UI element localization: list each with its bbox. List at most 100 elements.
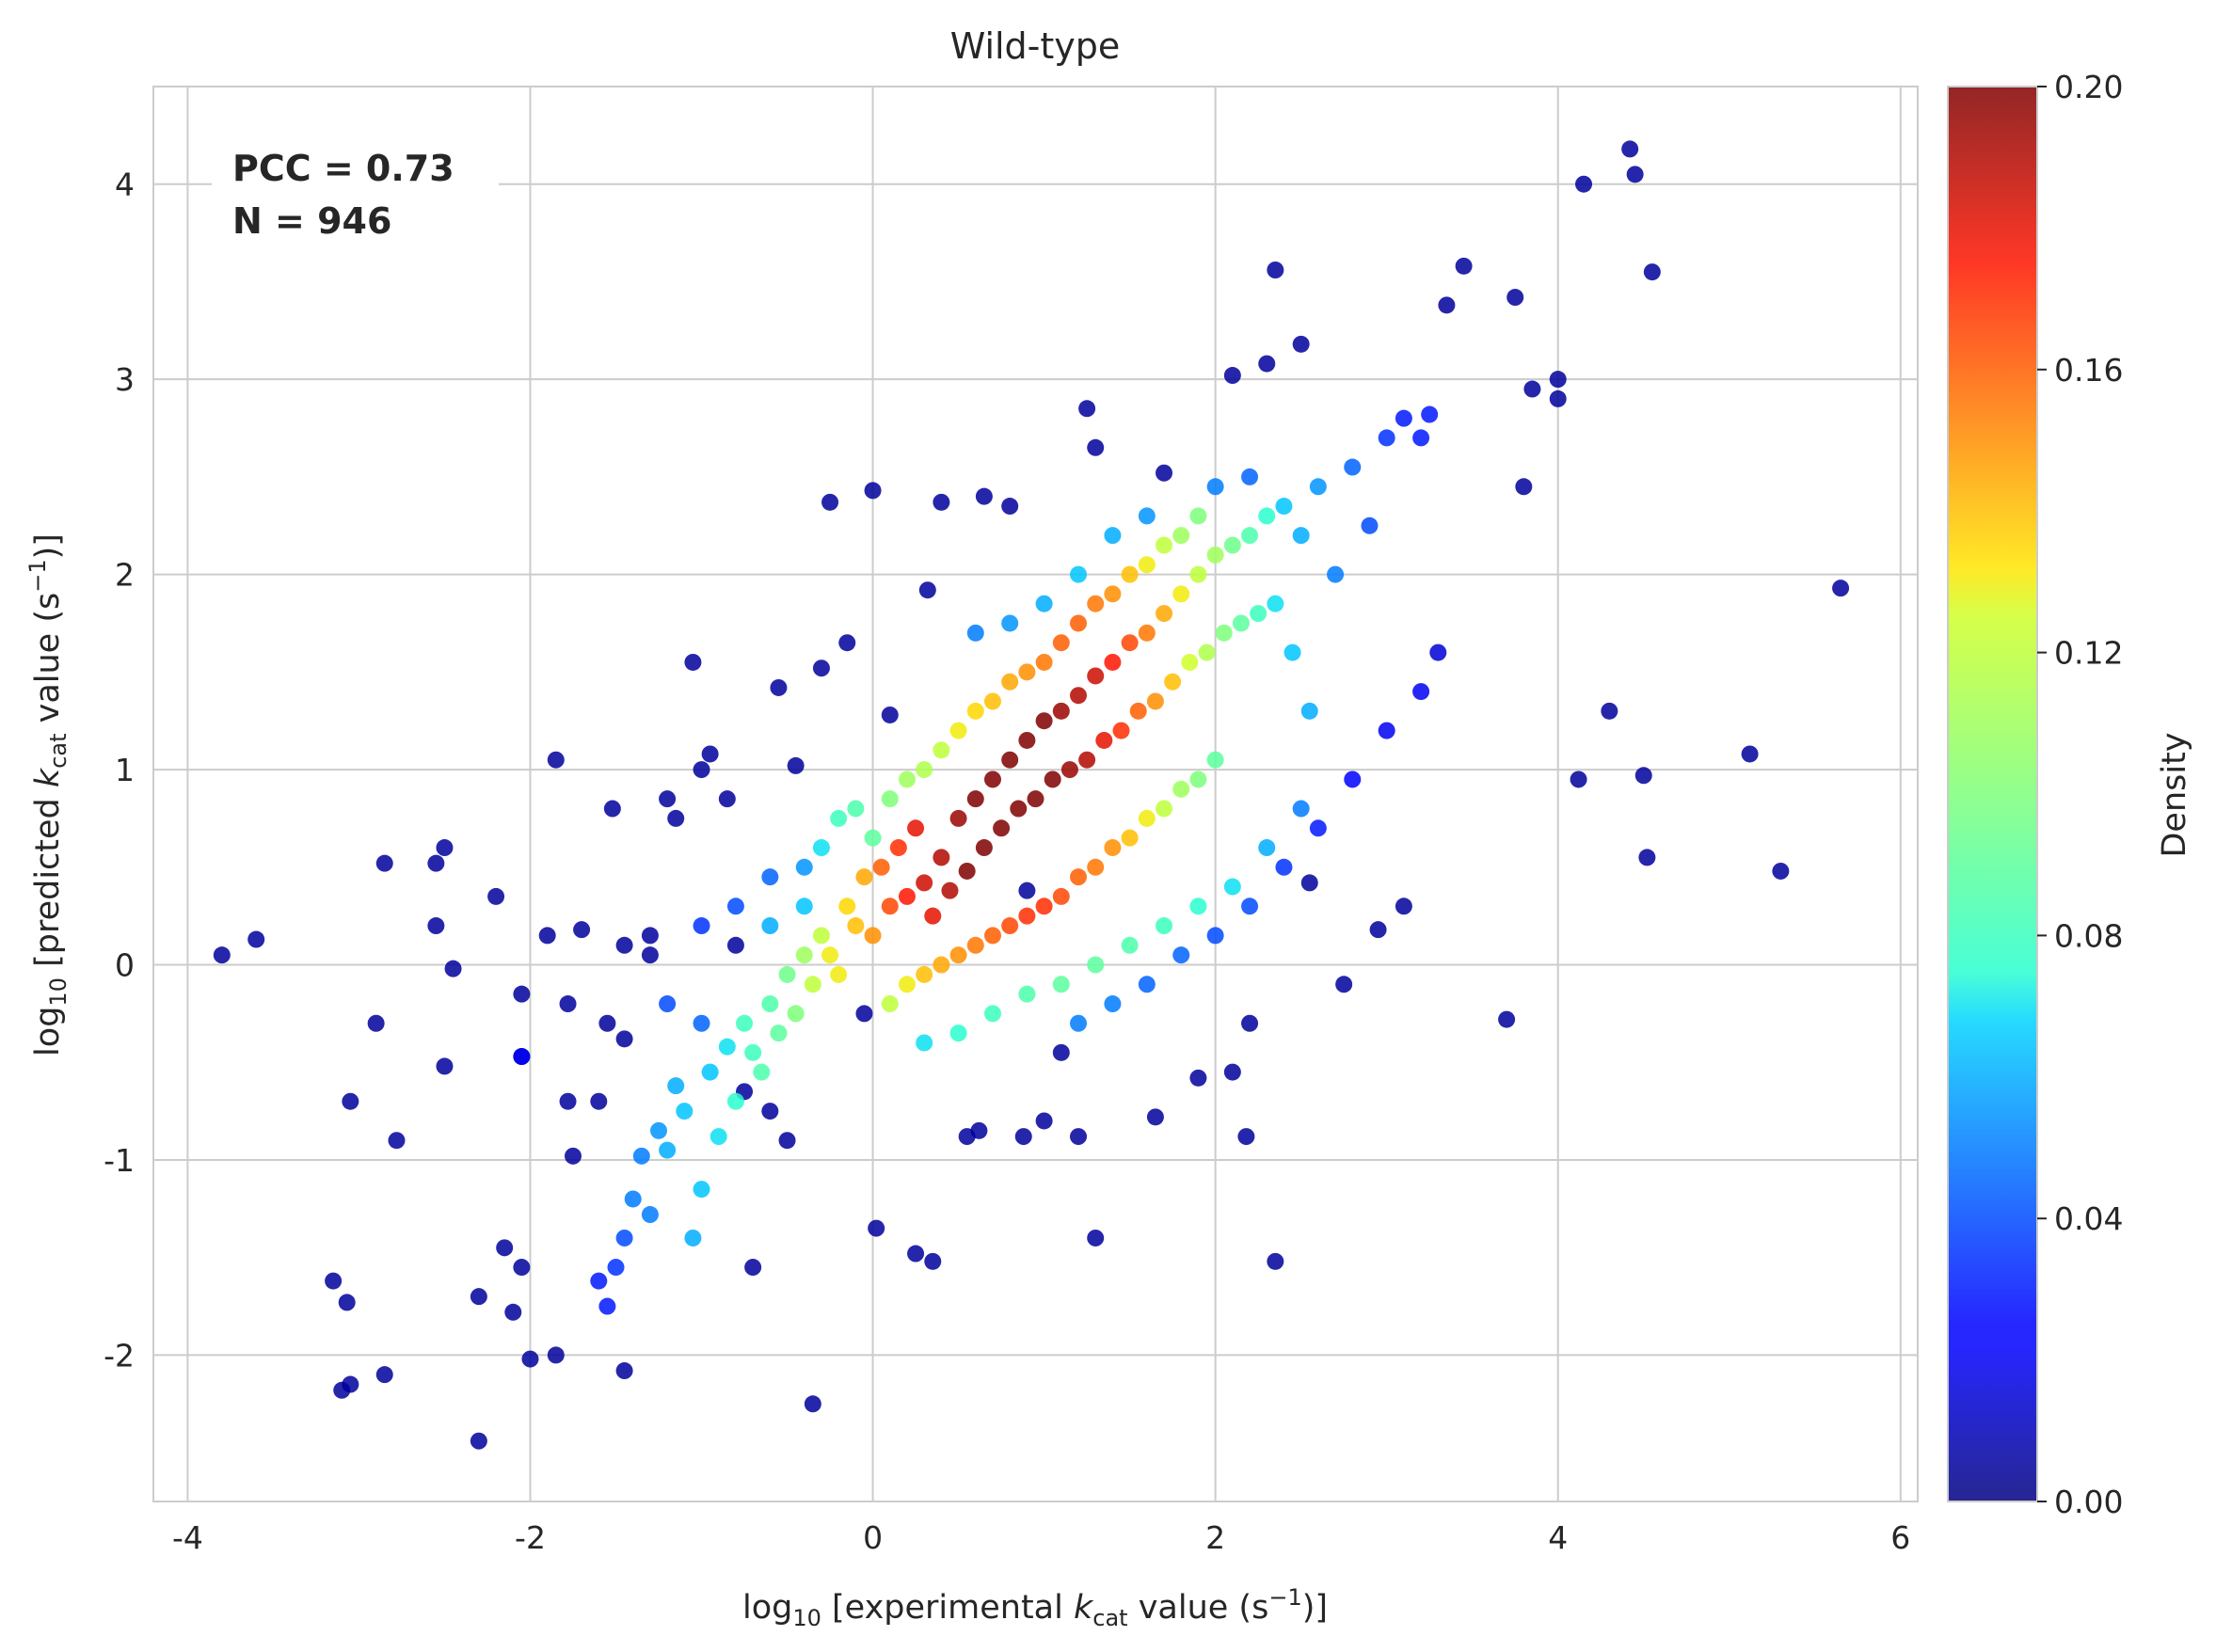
- data-point: [1104, 585, 1122, 603]
- data-point: [1156, 605, 1173, 623]
- data-point: [1044, 770, 1061, 788]
- data-point: [1395, 409, 1412, 427]
- data-point: [812, 927, 830, 945]
- data-point: [804, 976, 821, 993]
- colorbar-tick-label: 0.20: [2054, 69, 2123, 105]
- data-point: [881, 995, 899, 1013]
- data-point: [659, 790, 677, 808]
- data-point: [1010, 800, 1028, 818]
- data-point: [1172, 585, 1190, 603]
- data-point: [1070, 1014, 1088, 1032]
- data-point: [1223, 536, 1241, 554]
- data-point: [1189, 565, 1207, 583]
- x-tick-label: 4: [1548, 1519, 1568, 1556]
- data-point: [958, 862, 976, 880]
- data-point: [667, 1077, 685, 1095]
- data-point: [659, 995, 677, 1013]
- y-tick-label: 4: [115, 167, 135, 203]
- data-point: [966, 702, 984, 720]
- colorbar-frame: [1947, 86, 2038, 1502]
- data-point: [916, 874, 933, 892]
- data-point: [427, 917, 445, 935]
- data-point: [1549, 371, 1567, 389]
- data-point: [795, 946, 813, 964]
- y-tick-label: -2: [104, 1337, 135, 1374]
- data-point: [761, 1103, 779, 1120]
- data-point: [693, 917, 710, 935]
- data-point: [1087, 858, 1105, 876]
- data-point: [1095, 731, 1113, 749]
- data-point: [1078, 751, 1096, 769]
- data-point: [795, 858, 813, 876]
- data-point: [924, 1252, 942, 1270]
- data-point: [1189, 1069, 1207, 1087]
- data-point: [701, 1063, 719, 1081]
- data-point: [966, 790, 984, 808]
- data-point: [375, 854, 393, 872]
- data-point: [916, 1034, 933, 1052]
- data-point: [1344, 458, 1362, 476]
- data-point: [933, 956, 950, 974]
- data-point: [1052, 702, 1070, 720]
- data-point: [1112, 722, 1130, 739]
- data-point: [1507, 289, 1524, 307]
- data-point: [615, 1229, 633, 1247]
- data-point: [1087, 667, 1105, 685]
- data-point: [1241, 527, 1259, 545]
- data-point: [1283, 643, 1301, 661]
- data-point: [1172, 780, 1190, 798]
- data-point: [916, 761, 933, 779]
- x-tick-label: -2: [515, 1519, 546, 1556]
- data-point: [1267, 262, 1284, 279]
- colorbar-tick-label: 0.16: [2054, 352, 2123, 389]
- data-point: [1052, 634, 1070, 652]
- data-point: [1309, 478, 1327, 496]
- chart-title: Wild-type: [950, 25, 1121, 67]
- data-point: [513, 985, 531, 1003]
- data-point: [838, 897, 856, 915]
- data-point: [1172, 527, 1190, 545]
- data-point: [949, 722, 967, 739]
- data-point: [1250, 605, 1267, 623]
- data-point: [1549, 389, 1567, 407]
- data-point: [795, 897, 813, 915]
- data-point: [726, 897, 744, 915]
- data-point: [941, 882, 959, 899]
- data-point: [1309, 819, 1327, 837]
- data-point: [1018, 882, 1036, 899]
- data-point: [1292, 335, 1310, 353]
- data-point: [889, 839, 907, 857]
- data-point: [1206, 478, 1224, 496]
- data-point: [1060, 761, 1078, 779]
- data-point: [1018, 907, 1036, 925]
- data-point: [1181, 653, 1199, 671]
- data-point: [496, 1239, 514, 1257]
- y-tick-labels: -2 -1 0 1 2 3 4: [104, 167, 135, 1374]
- data-point: [1523, 380, 1541, 398]
- data-point: [615, 936, 633, 954]
- data-point: [1156, 536, 1173, 554]
- data-point: [1138, 624, 1156, 642]
- data-point: [1189, 507, 1207, 525]
- data-point: [693, 761, 710, 779]
- data-point: [1138, 976, 1156, 993]
- data-point: [726, 936, 744, 954]
- data-point: [1206, 751, 1224, 769]
- data-point: [1634, 767, 1652, 785]
- data-point: [375, 1366, 393, 1384]
- data-point: [1223, 1063, 1241, 1081]
- data-point: [1241, 468, 1259, 485]
- data-point: [778, 1132, 796, 1150]
- data-point: [881, 897, 899, 915]
- data-point: [1275, 498, 1293, 516]
- data-point: [726, 1092, 744, 1110]
- data-point: [1018, 731, 1036, 749]
- data-point: [1258, 507, 1276, 525]
- data-point: [898, 976, 916, 993]
- data-point: [744, 1259, 762, 1277]
- data-point: [983, 927, 1001, 945]
- colorbar: 0.00 0.04 0.08 0.12 0.16 0.20: [1947, 69, 2123, 1520]
- plot-area: [152, 86, 1919, 1502]
- colorbar-tick-label: 0.08: [2054, 917, 2123, 954]
